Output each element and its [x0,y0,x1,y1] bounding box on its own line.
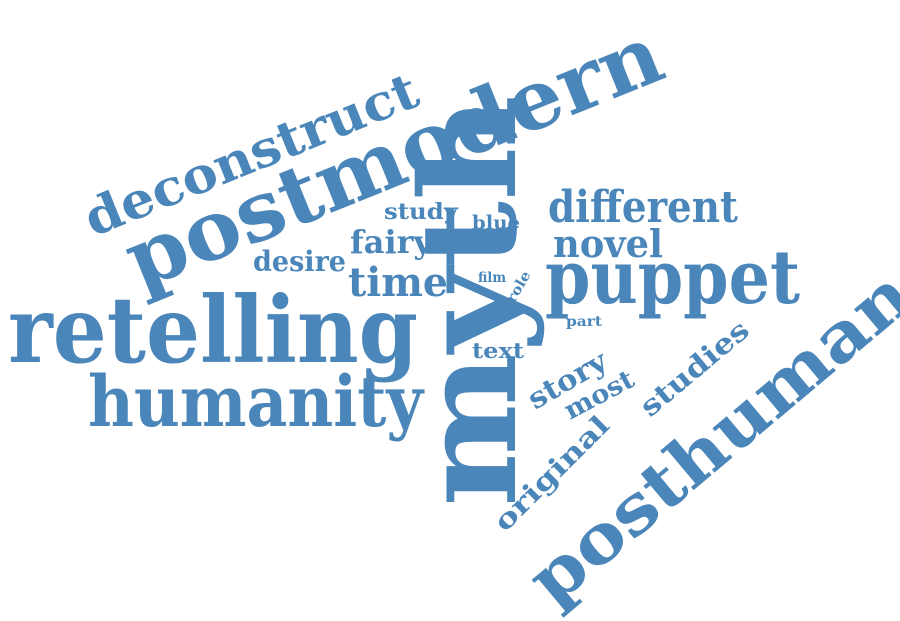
word-myth: myth [392,95,547,507]
word-part: part [566,314,603,330]
word-humanity: humanity [88,360,425,443]
word-time: time [348,259,448,306]
word-fairy: fairy [350,223,433,261]
word-text: text [472,338,524,363]
word-desire: desire [253,245,346,278]
word-blue: blue [472,212,520,234]
word-puppet: puppet [545,235,800,321]
word-film: film [478,270,506,286]
word-different: different [548,182,739,233]
word-retelling: retelling [8,276,418,384]
word-novel: novel [553,221,663,266]
word-study: study [384,199,459,225]
